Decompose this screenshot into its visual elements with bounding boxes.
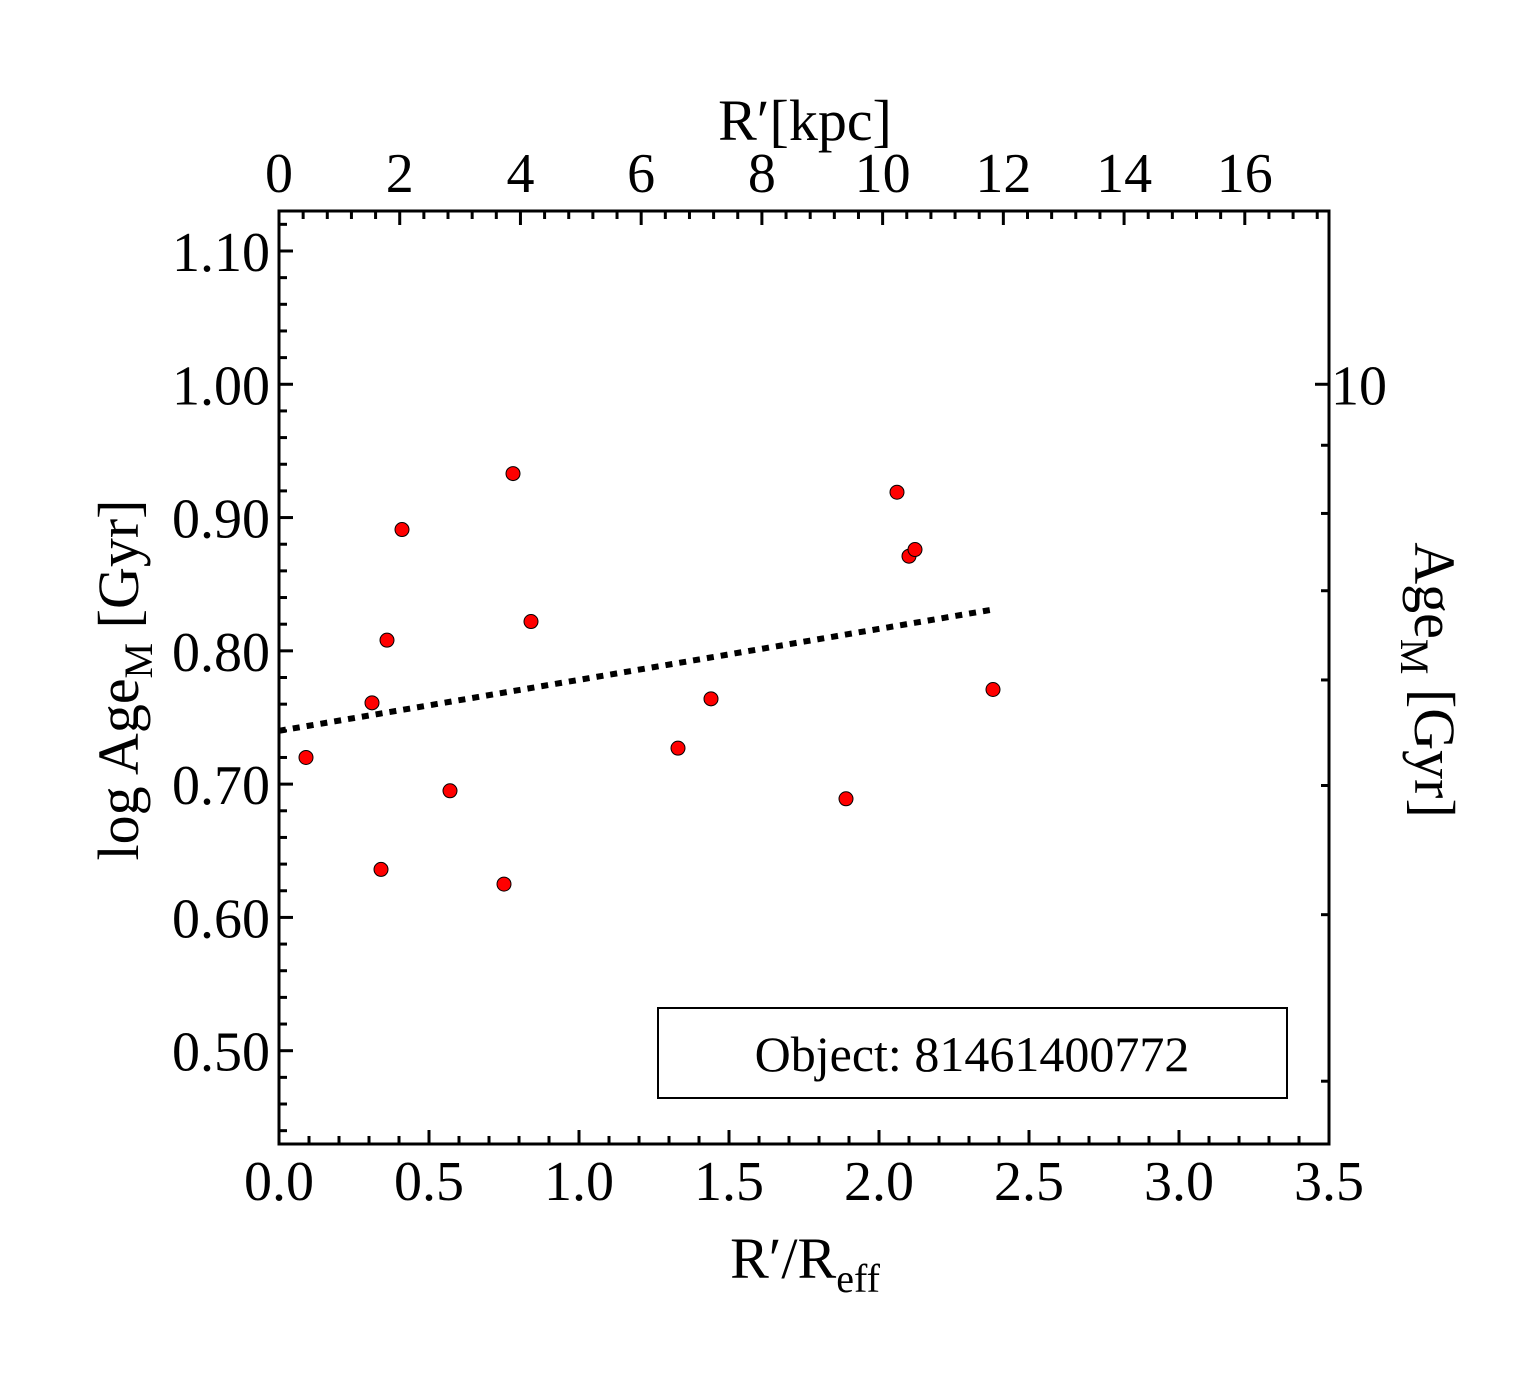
y-tick-label: 1.10: [172, 222, 270, 284]
x-tick-label: 2.5: [994, 1151, 1064, 1213]
x-tick-label: 1.5: [694, 1151, 764, 1213]
data-point: [838, 791, 854, 807]
top-axis-title: R′[kpc]: [718, 88, 892, 153]
x-tick-label: 3.0: [1144, 1151, 1214, 1213]
annotation-text: Object: 81461400772: [755, 1026, 1190, 1082]
x2-tick-label: 0: [265, 143, 293, 205]
y-tick-label: 0.60: [172, 888, 270, 950]
right-axis-title-pre: Age: [1402, 542, 1467, 639]
x-tick-label: 0.0: [244, 1151, 314, 1213]
data-point: [505, 466, 521, 482]
data-point: [985, 681, 1001, 697]
y-tick-label: 1.00: [172, 355, 270, 417]
plot-frame: [277, 209, 1331, 1146]
y-tick-label: 0.70: [172, 755, 270, 817]
data-point: [442, 783, 458, 799]
tick-labels: 0.0 0.5 1.0 1.5 2.0 2.5 3.0 3.5 0 2 4 6 8 10 12 14 16 0.5…: [172, 143, 1387, 1213]
x-axis-title: R′/Reff: [730, 1226, 881, 1301]
data-points: [298, 466, 1001, 892]
x2-tick-label: 10: [855, 143, 911, 205]
x-tick-label: 1.0: [544, 1151, 614, 1213]
x2-tick-label: 2: [386, 143, 414, 205]
right-axis-title-post: [Gyr]: [1402, 674, 1467, 817]
right-axis-title-sub: M: [1392, 639, 1437, 675]
x2-tick-label: 12: [975, 143, 1031, 205]
y-axis-title: log AgeM [Gyr]: [86, 500, 161, 861]
y-axis-title-pre: log Age: [86, 678, 151, 860]
x-axis-title-sub: eff: [836, 1256, 880, 1301]
x-tick-label: 0.5: [394, 1151, 464, 1213]
y-axis-title-sub: M: [116, 643, 161, 679]
y2-tick-label: 10: [1331, 355, 1387, 417]
data-point: [703, 691, 719, 707]
x-tick-label: 2.0: [844, 1151, 914, 1213]
data-point: [373, 861, 389, 877]
y-axis-title-post: [Gyr]: [86, 500, 151, 643]
right-axis-title: AgeM [Gyr]: [1392, 542, 1467, 818]
data-point: [670, 740, 686, 756]
data-point: [523, 614, 539, 630]
y-tick-label: 0.90: [172, 489, 270, 551]
data-point: [379, 632, 395, 648]
y-tick-label: 0.50: [172, 1022, 270, 1084]
data-point: [394, 522, 410, 538]
x-axis-title-main: R′/R: [730, 1226, 836, 1291]
tick-marks: [277, 211, 1331, 1144]
fit-line: [278, 606, 994, 734]
data-point: [889, 484, 905, 500]
annotation-box: [657, 1007, 1288, 1099]
y-tick-label: 0.80: [172, 622, 270, 684]
x-tick-label: 3.5: [1294, 1151, 1364, 1213]
x2-tick-label: 16: [1217, 143, 1273, 205]
data-point: [496, 876, 512, 892]
data-point: [298, 749, 314, 765]
data-point: [907, 542, 923, 558]
data-point: [364, 695, 380, 711]
x2-tick-label: 4: [506, 143, 534, 205]
x2-tick-label: 6: [627, 143, 655, 205]
x2-tick-label: 14: [1096, 143, 1152, 205]
x2-tick-label: 8: [748, 143, 776, 205]
